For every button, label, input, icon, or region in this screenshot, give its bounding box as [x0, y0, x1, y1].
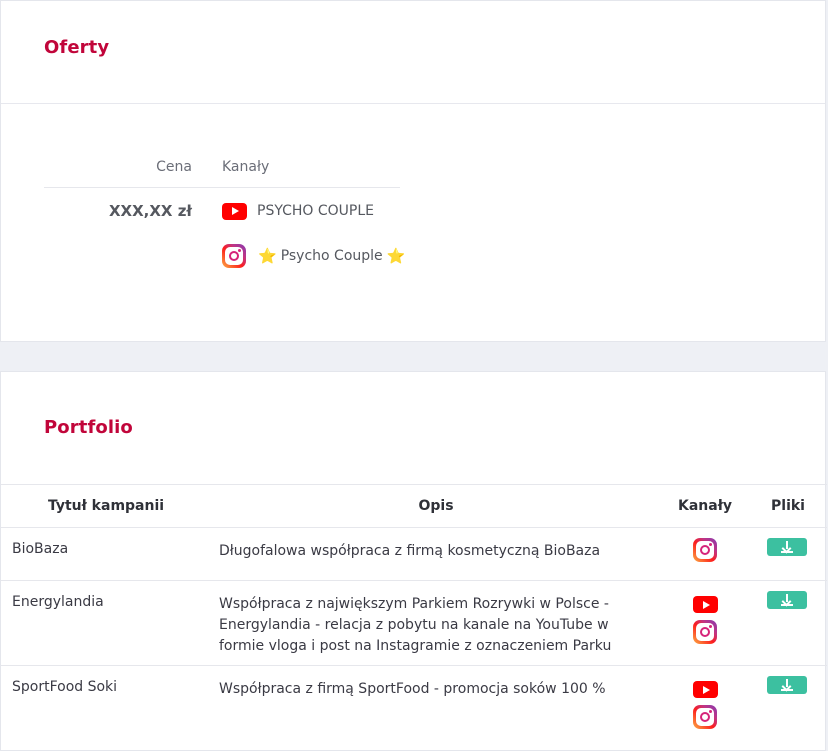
campaign-files	[767, 676, 807, 694]
offers-card: Oferty Cena Kanały XXX,XX zł PSYCHO COUP…	[0, 0, 826, 342]
campaign-title: SportFood Soki	[12, 679, 118, 695]
portfolio-card: Portfolio Tytuł kampanii Opis Kanały Pli…	[0, 371, 827, 751]
download-button[interactable]	[767, 538, 807, 556]
campaign-channels	[692, 538, 718, 562]
star-icon: ⭐	[258, 247, 277, 265]
table-row: SportFood Soki Współpraca z firmą SportF…	[1, 666, 827, 750]
offer-channel-youtube[interactable]: PSYCHO COUPLE	[222, 198, 374, 224]
column-header-files: Pliki	[771, 498, 805, 514]
instagram-icon	[222, 244, 246, 268]
download-icon	[781, 551, 793, 553]
column-header-description: Opis	[418, 498, 454, 514]
youtube-icon	[222, 202, 247, 220]
campaign-title: Energylandia	[12, 594, 104, 610]
offer-channel-name: PSYCHO COUPLE	[257, 203, 375, 219]
instagram-icon[interactable]	[693, 705, 717, 729]
offer-channel-name: Psycho Couple	[280, 248, 383, 264]
campaign-description: Współpraca z firmą SportFood - promocja …	[219, 681, 606, 697]
campaign-channels	[692, 676, 718, 729]
offers-header-divider	[44, 187, 400, 188]
download-icon	[781, 689, 793, 691]
campaign-description: Długofalowa współpraca z firmą kosmetycz…	[219, 543, 601, 559]
offers-header-price: Cena	[156, 159, 192, 175]
youtube-icon[interactable]	[692, 681, 718, 698]
download-icon	[781, 604, 793, 606]
table-row: BioBaza Długofalowa współpraca z firmą k…	[1, 528, 827, 581]
portfolio-title: Portfolio	[44, 417, 133, 438]
download-button[interactable]	[767, 676, 807, 694]
youtube-icon[interactable]	[692, 596, 718, 613]
portfolio-table-header: Tytuł kampanii Opis Kanały Pliki	[1, 484, 827, 528]
table-row: Energylandia Współpraca z największym Pa…	[1, 581, 827, 666]
campaign-files	[767, 591, 807, 609]
column-header-channels: Kanały	[677, 498, 733, 514]
campaign-description: Współpraca z największym Parkiem Rozrywk…	[219, 596, 612, 654]
instagram-icon[interactable]	[693, 538, 717, 562]
offers-header-channels: Kanały	[222, 159, 270, 175]
offers-title: Oferty	[44, 37, 110, 58]
download-button[interactable]	[767, 591, 807, 609]
offers-divider	[1, 103, 825, 104]
campaign-channels	[692, 591, 718, 644]
offer-channel-instagram[interactable]: ⭐ Psycho Couple ⭐	[222, 243, 409, 269]
campaign-files	[767, 538, 807, 556]
column-header-title: Tytuł kampanii	[47, 498, 165, 514]
instagram-icon[interactable]	[693, 620, 717, 644]
campaign-title: BioBaza	[12, 541, 69, 557]
portfolio-table: Tytuł kampanii Opis Kanały Pliki BioBaza…	[1, 484, 827, 750]
offer-price: XXX,XX zł	[108, 202, 192, 220]
star-icon: ⭐	[386, 247, 406, 265]
